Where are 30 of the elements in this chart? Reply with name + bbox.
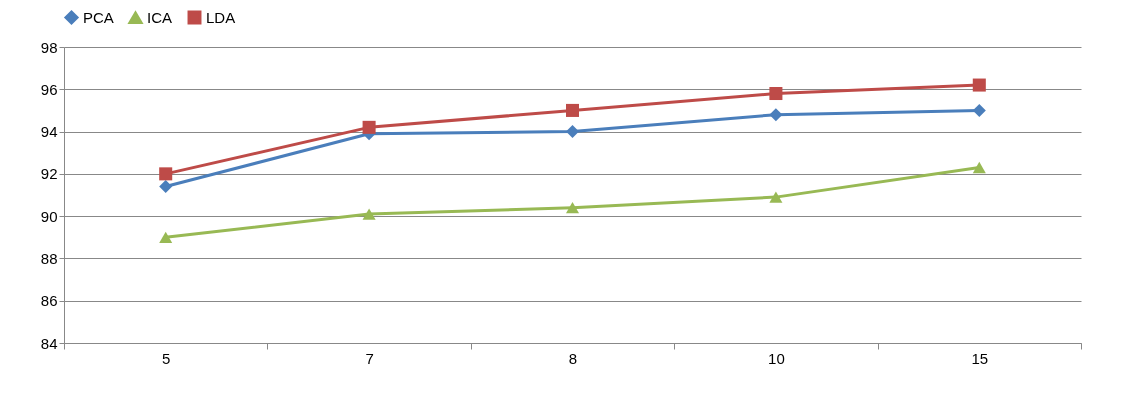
legend-label: ICA <box>147 8 173 26</box>
y-tick-label: 90 <box>40 207 58 225</box>
x-tick-label: 5 <box>162 349 171 367</box>
y-tick-label: 86 <box>40 292 58 310</box>
point <box>565 202 580 214</box>
point <box>769 191 783 203</box>
point <box>769 87 783 101</box>
point <box>159 231 173 243</box>
y-tick-label: 94 <box>40 123 58 141</box>
legend-label: LDA <box>206 8 236 26</box>
point <box>159 167 173 181</box>
point <box>362 120 376 134</box>
point <box>565 103 580 117</box>
point <box>565 125 580 139</box>
point <box>362 208 376 220</box>
point <box>972 103 986 117</box>
y-tick-label: 98 <box>40 38 58 56</box>
x-tick-label: 15 <box>971 349 989 367</box>
point <box>159 180 173 194</box>
legend-label: PCA <box>83 8 114 26</box>
x-tick-label: 7 <box>365 349 374 367</box>
y-tick-label: 92 <box>40 165 58 183</box>
point <box>972 78 986 92</box>
y-tick-label: 84 <box>40 334 58 352</box>
y-tick-label: 96 <box>40 80 58 98</box>
x-tick-label: 8 <box>568 349 578 367</box>
point <box>972 161 986 174</box>
point <box>769 108 783 122</box>
y-tick-label: 88 <box>40 249 58 267</box>
x-tick-label: 10 <box>768 349 785 367</box>
